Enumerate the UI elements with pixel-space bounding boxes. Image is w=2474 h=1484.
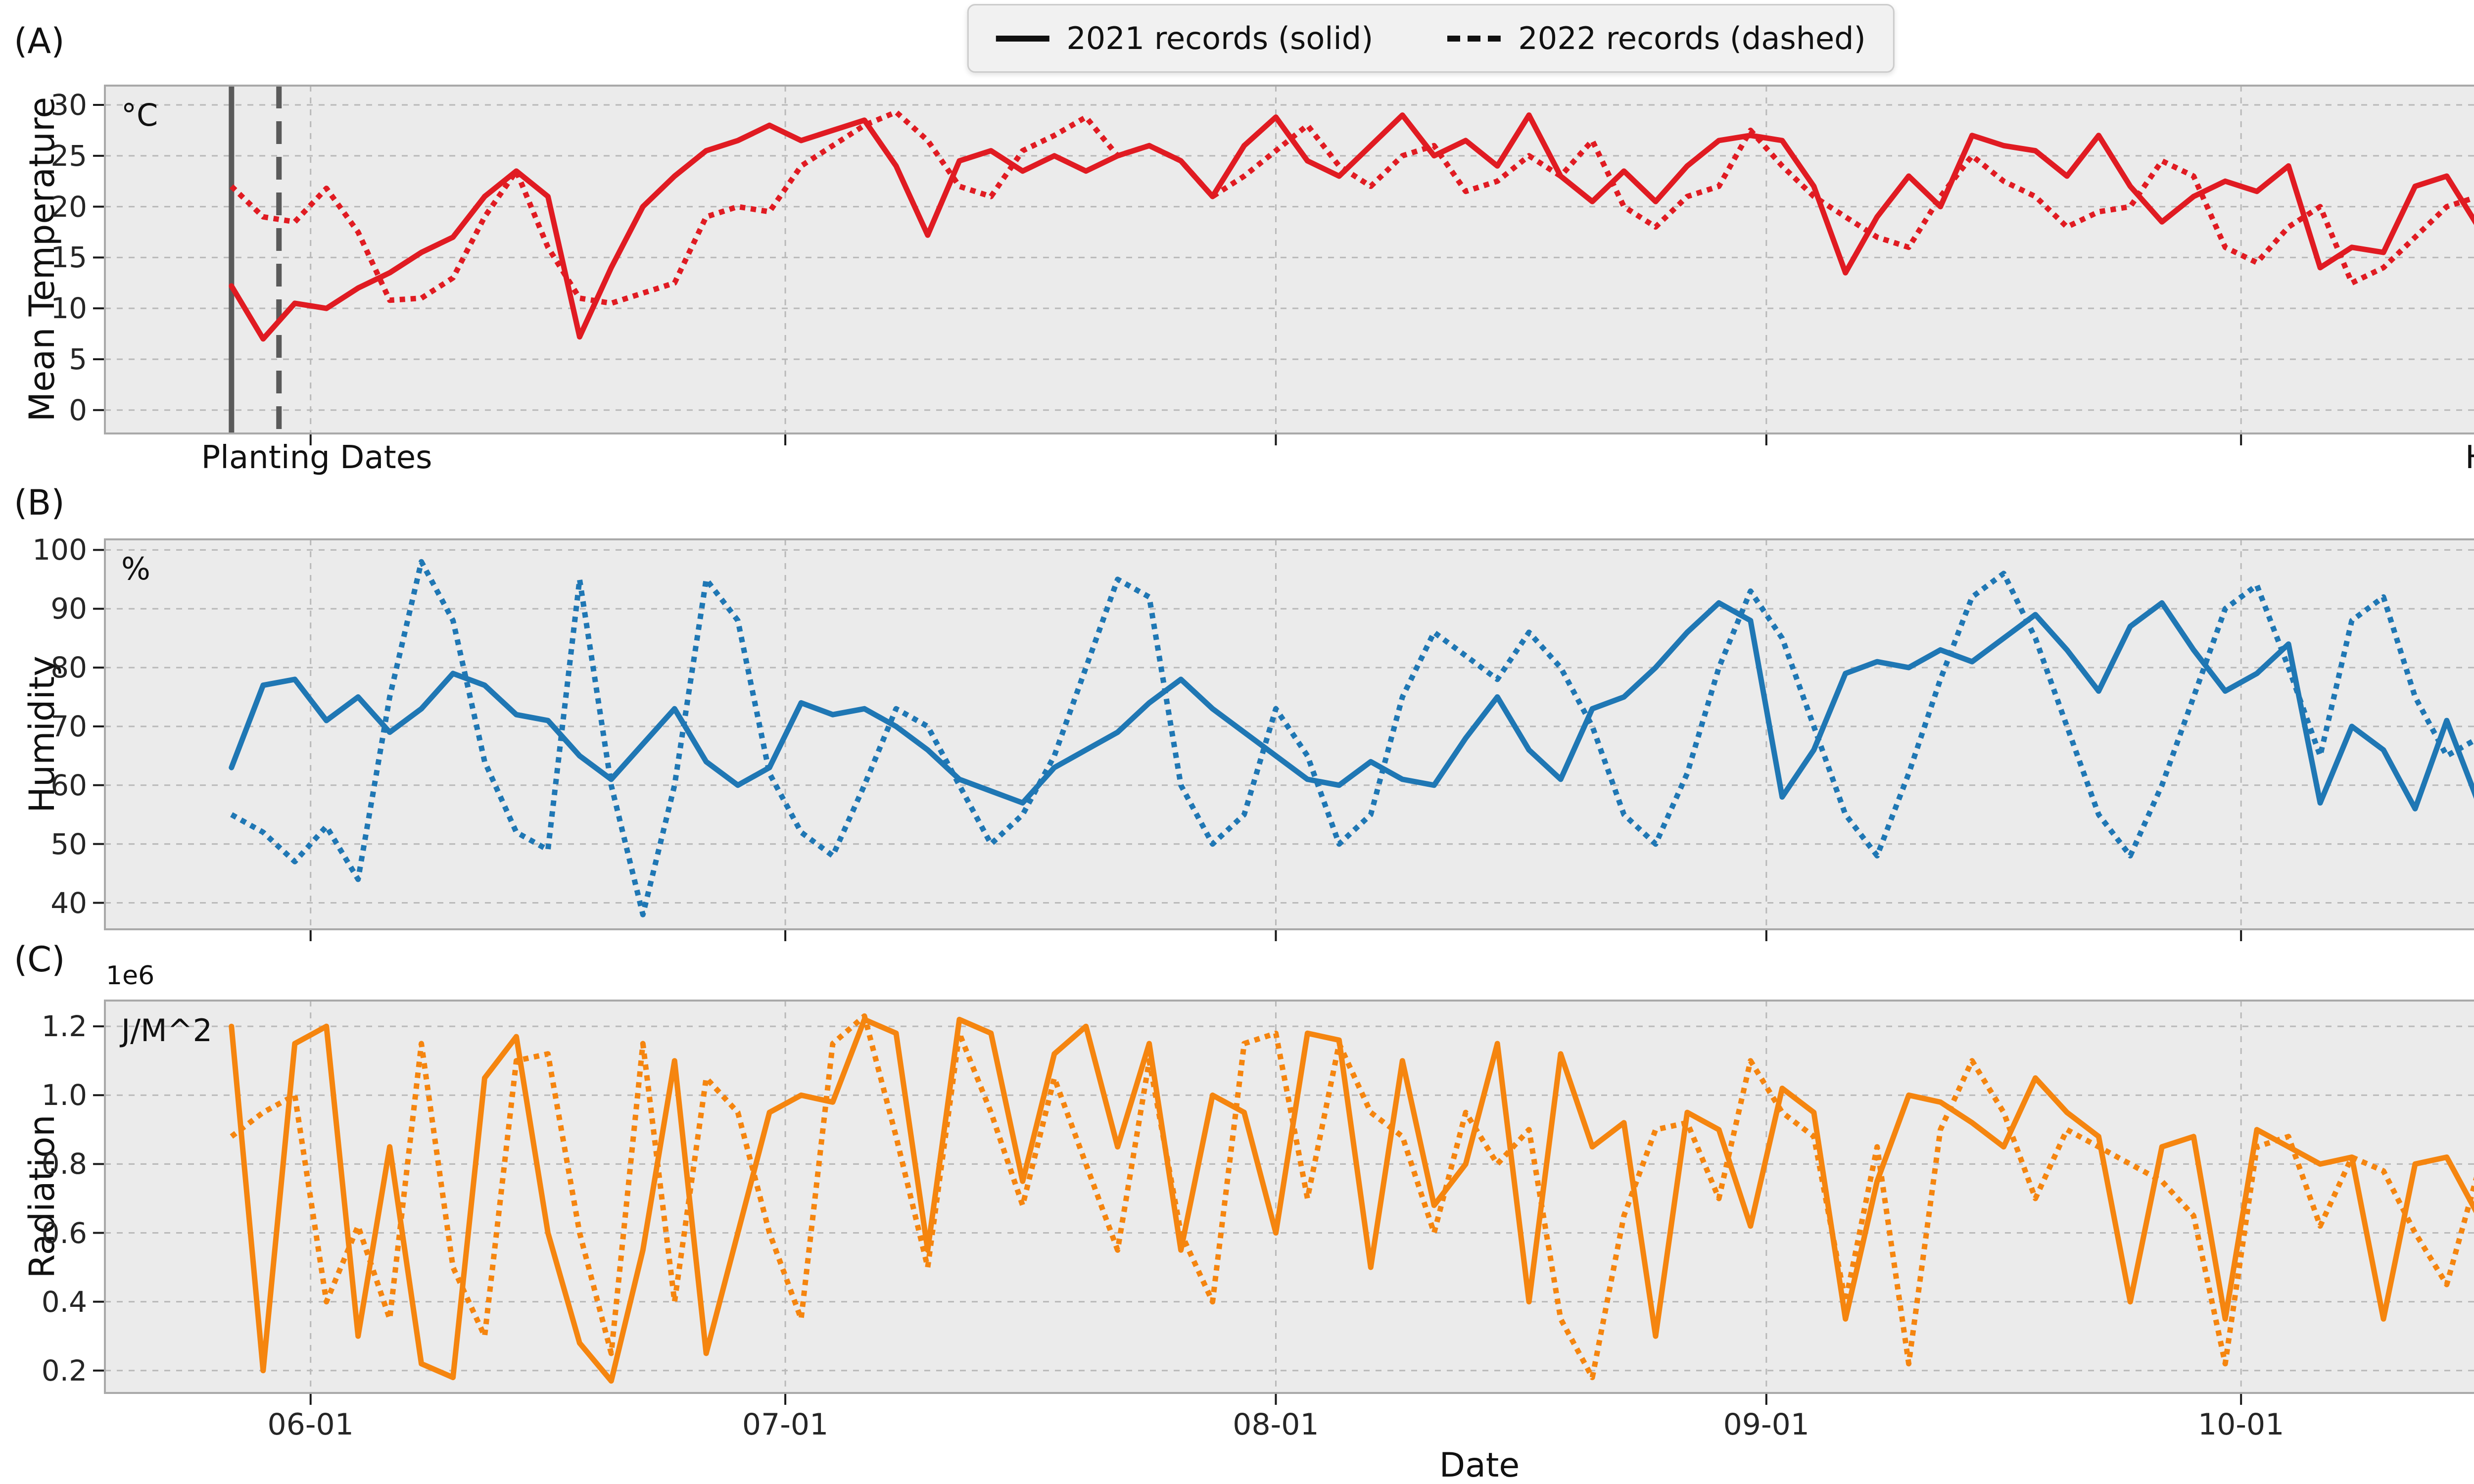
panel-c-letter: (C) — [14, 939, 65, 980]
x-tick-label: 08-01 — [1233, 1407, 1319, 1442]
harvest-dates-annotation: Harvest Dates — [2355, 439, 2474, 476]
panel-C-border — [104, 1000, 2474, 1394]
legend-entry-2022: 2022 records (dashed) — [1447, 20, 1866, 56]
radiation-2022-line — [230, 1013, 2474, 1381]
y-tick-label: 60 — [50, 768, 87, 802]
panel-B-background — [105, 539, 2474, 929]
planting-dates-annotation: Planting Dates — [201, 439, 432, 476]
y-tick-label: 70 — [50, 709, 87, 743]
panel-a-letter: (A) — [14, 21, 65, 61]
humidity-2022-line — [230, 559, 2474, 917]
y-tick-label: 20 — [50, 190, 87, 224]
unit-note-radiation: J/M^2 — [121, 1012, 213, 1049]
x-tick-label: 10-01 — [2198, 1407, 2284, 1442]
axis-offset-1e6: 1e6 — [106, 961, 155, 991]
y-tick-label: 0.2 — [41, 1353, 87, 1388]
y-tick-label: 1.0 — [41, 1078, 87, 1112]
y-tick-label: 80 — [50, 651, 87, 685]
y-tick-label: 50 — [50, 827, 87, 861]
y-tick-label: 5 — [69, 342, 87, 376]
y-tick-label: 0.4 — [41, 1285, 87, 1319]
x-tick-label: 09-01 — [1723, 1407, 1809, 1442]
y-tick-label: 90 — [50, 592, 87, 626]
unit-note-celsius: °C — [121, 97, 158, 133]
mean-temperature-2022-line — [229, 109, 2474, 306]
y-tick-label: 15 — [50, 240, 87, 275]
y-tick-label: 0 — [69, 393, 87, 427]
dashed-line-swatch-icon — [1447, 35, 1501, 42]
panel-b-letter: (B) — [14, 482, 65, 523]
y-tick-label: 0.6 — [41, 1216, 87, 1250]
legend-label-2021: 2021 records (solid) — [1066, 20, 1374, 56]
y-tick-label: 25 — [50, 139, 87, 173]
x-axis-label-date: Date — [1439, 1446, 1520, 1484]
y-tick-label: 30 — [50, 88, 87, 122]
legend-label-2022: 2022 records (dashed) — [1518, 20, 1866, 56]
y-tick-label: 40 — [50, 886, 87, 920]
humidity-2021-line — [229, 600, 2474, 812]
panel-B-border — [104, 538, 2474, 930]
y-tick-label: 100 — [32, 533, 87, 567]
y-tick-label: 1.2 — [41, 1009, 87, 1044]
panel-C-background — [105, 1001, 2474, 1393]
unit-note-percent: % — [121, 551, 150, 587]
y-tick-label: 10 — [50, 291, 87, 326]
y-tick-label: 0.8 — [41, 1147, 87, 1181]
x-tick-label: 06-01 — [267, 1407, 354, 1442]
panel-A-border — [104, 85, 2474, 434]
legend-entry-2021: 2021 records (solid) — [996, 20, 1373, 56]
x-tick-label: 07-01 — [742, 1407, 829, 1442]
legend: 2021 records (solid) 2022 records (dashe… — [967, 4, 1895, 73]
y-axis-label-radiation: Radiation — [22, 1114, 62, 1279]
radiation-2021-line — [229, 1016, 2474, 1384]
panel-A-background — [105, 86, 2474, 433]
mean-temperature-2021-line — [229, 112, 2474, 342]
solid-line-swatch-icon — [996, 35, 1049, 42]
